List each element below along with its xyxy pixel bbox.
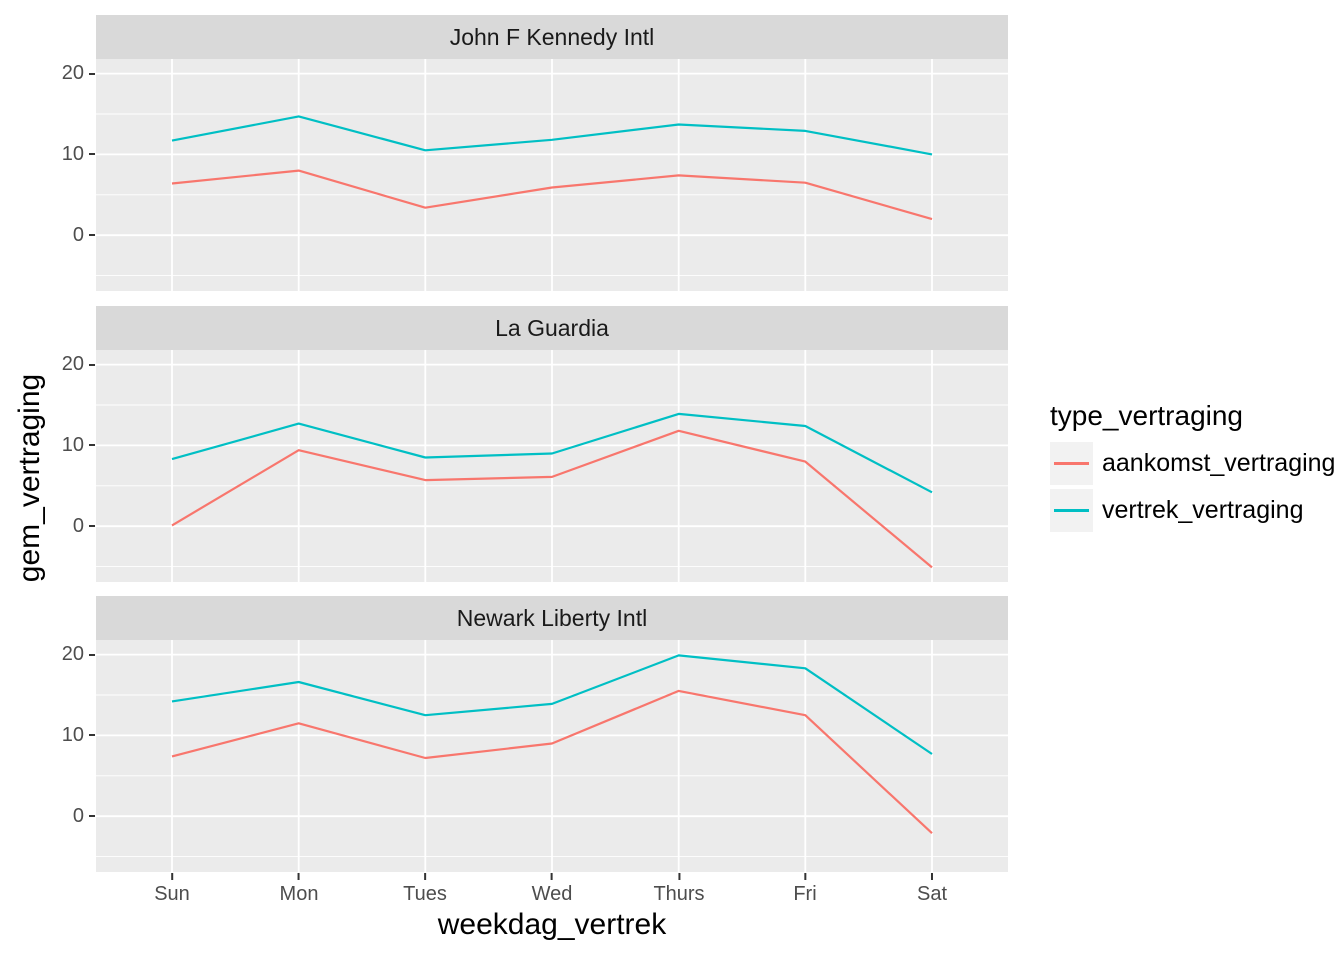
y-tick-mark: [89, 815, 95, 817]
y-tick-label: 20: [61, 643, 84, 665]
legend-title: type_vertraging: [1050, 400, 1244, 431]
legend-line-sample-aankomst: [1054, 462, 1089, 465]
facet-strip-label: La Guardia: [495, 314, 609, 341]
y-tick-label: 20: [61, 353, 84, 375]
legend-item-label: vertrek_vertraging: [1102, 496, 1304, 524]
facet-strip-laguardia: La Guardia: [96, 306, 1008, 350]
legend-item-label: aankomst_vertraging: [1102, 449, 1336, 477]
y-tick-mark: [89, 525, 95, 527]
facet-jfk: John F Kennedy Intl 20 10 0: [0, 15, 1008, 291]
x-tick-label: Thurs: [653, 883, 705, 905]
facet-strip-newark: Newark Liberty Intl: [96, 596, 1008, 640]
legend-key: [1050, 489, 1093, 532]
y-tick-mark: [89, 364, 95, 366]
y-tick-label: 10: [61, 724, 84, 746]
x-tick-label: Sun: [154, 883, 190, 905]
y-tick-label: 0: [72, 224, 84, 246]
legend-line-sample-vertrek: [1054, 509, 1089, 512]
x-tick-label: Sat: [916, 883, 948, 905]
y-tick-label: 20: [61, 62, 84, 84]
legend-item-aankomst-vertraging: aankomst_vertraging: [1050, 442, 1344, 485]
legend: type_vertraging aankomst_vertraging vert…: [1050, 400, 1344, 536]
y-tick-label: 0: [72, 515, 84, 537]
y-tick-label: 10: [61, 434, 84, 456]
panel-john-f-kennedy-intl: [96, 59, 1008, 291]
y-tick-mark: [89, 444, 95, 446]
y-tick-mark: [89, 153, 95, 155]
y-tick-mark: [89, 73, 95, 75]
facet-laguardia: La Guardia 20 10 0: [0, 306, 1008, 582]
x-tick-label: Fri: [793, 883, 817, 905]
x-axis: Sun Mon Tues Wed Thurs Fri Sat: [96, 872, 1008, 906]
x-tick-label: Tues: [403, 883, 447, 905]
facet-newark: Newark Liberty Intl 20 10 0: [0, 596, 1008, 872]
facet-strip-jfk: John F Kennedy Intl: [96, 15, 1008, 59]
x-tick-label: Wed: [531, 883, 573, 905]
panel-newark-liberty-intl: [96, 640, 1008, 872]
facet-strip-label: John F Kennedy Intl: [449, 23, 655, 50]
x-axis-title: weekdag_vertrek: [437, 908, 667, 941]
y-tick-mark: [89, 734, 95, 736]
y-tick-label: 10: [61, 143, 84, 165]
panel-la-guardia: [96, 350, 1008, 582]
legend-key: [1050, 442, 1093, 485]
x-tick-label: Mon: [279, 883, 319, 905]
y-tick-label: 0: [72, 805, 84, 827]
facet-strip-label: Newark Liberty Intl: [456, 604, 648, 631]
legend-item-vertrek-vertraging: vertrek_vertraging: [1050, 489, 1344, 532]
y-tick-mark: [89, 654, 95, 656]
y-tick-mark: [89, 234, 95, 236]
